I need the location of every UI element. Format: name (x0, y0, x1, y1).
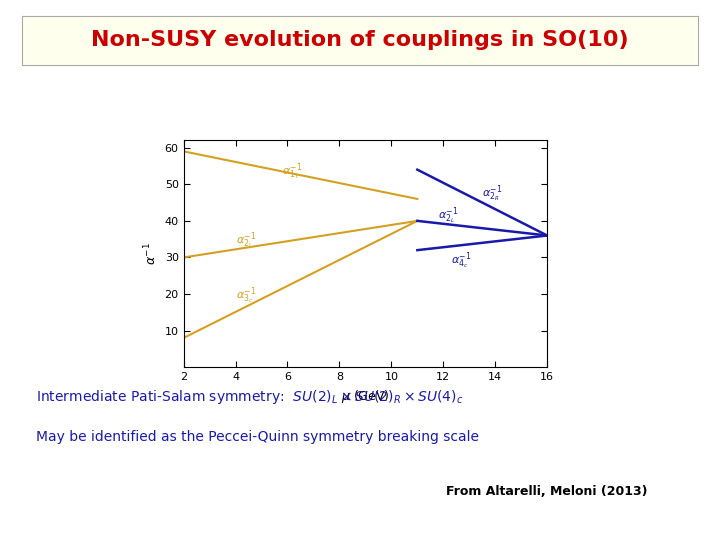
Text: $\alpha_{1_Y}^{-1}$: $\alpha_{1_Y}^{-1}$ (282, 161, 303, 182)
Text: May be identified as the Peccei-Quinn symmetry breaking scale: May be identified as the Peccei-Quinn sy… (36, 430, 479, 444)
Text: $\alpha_{3_c}^{-1}$: $\alpha_{3_c}^{-1}$ (235, 286, 256, 306)
Text: From Altarelli, Meloni (2013): From Altarelli, Meloni (2013) (446, 485, 648, 498)
Y-axis label: $\alpha^{-1}$: $\alpha^{-1}$ (143, 242, 159, 265)
X-axis label: $\mu$ (GeV): $\mu$ (GeV) (341, 388, 390, 404)
Text: $\alpha_{2_R}^{-1}$: $\alpha_{2_R}^{-1}$ (482, 183, 503, 204)
Text: $\alpha_{4_c}^{-1}$: $\alpha_{4_c}^{-1}$ (451, 250, 472, 271)
Text: Intermediate Pati-Salam symmetry:  $SU(2)_L \times SU(2)_R \times SU(4)_c$: Intermediate Pati-Salam symmetry: $SU(2)… (36, 388, 464, 406)
Text: Non-SUSY evolution of couplings in SO(10): Non-SUSY evolution of couplings in SO(10… (91, 30, 629, 51)
Text: $\alpha_{2_L}^{-1}$: $\alpha_{2_L}^{-1}$ (235, 231, 256, 252)
Text: $\alpha_{2_L}^{-1}$: $\alpha_{2_L}^{-1}$ (438, 205, 459, 226)
